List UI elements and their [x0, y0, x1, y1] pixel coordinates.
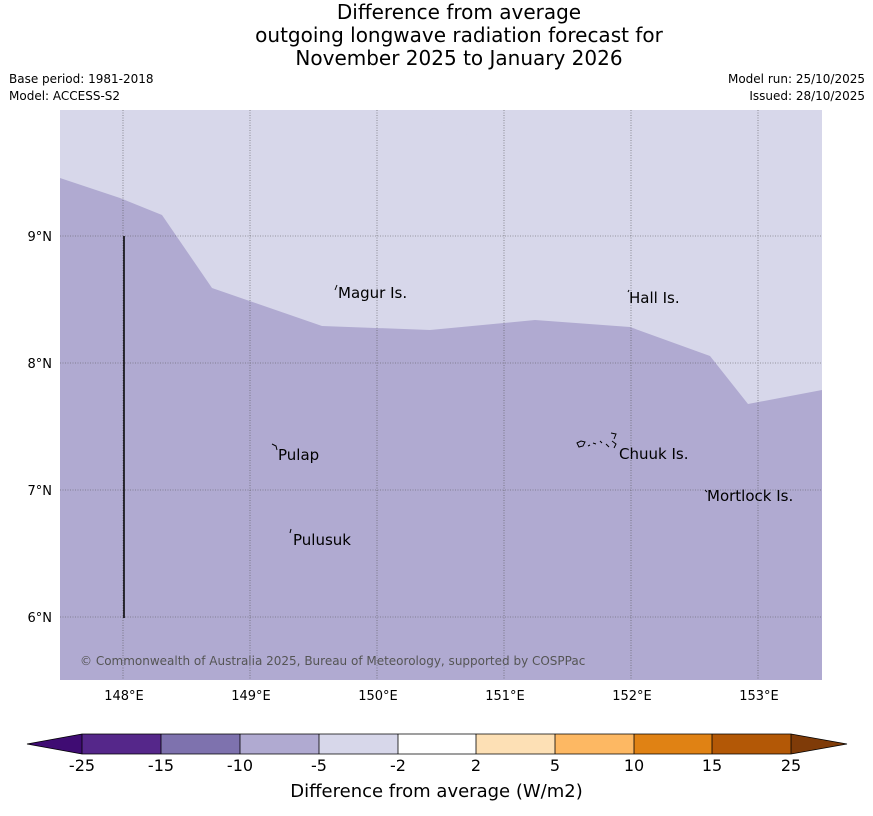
colorbar-segment-8	[634, 734, 712, 754]
colorbar-tick-5: -2	[390, 756, 406, 775]
region-minus10-to-minus5	[60, 178, 822, 680]
lon-tick-153e: 153°E	[739, 689, 779, 704]
colorbar-extend-low	[27, 734, 82, 754]
lon-tick-151e: 151°E	[485, 689, 525, 704]
place-labels: Magur Is. Hall Is. Pulap Chuuk Is. Mortl…	[278, 284, 793, 549]
label-magur: Magur Is.	[338, 284, 407, 302]
colorbar-tick-6: 2	[470, 756, 482, 775]
island-pulusuk	[289, 528, 292, 534]
lat-tick-labels: 9°N 8°N 7°N 6°N	[28, 230, 53, 626]
model-run-text: Model run: 25/10/2025	[727, 72, 865, 86]
colorbar-segment-3	[240, 734, 319, 754]
islands	[271, 284, 708, 534]
island-mortlock	[704, 489, 708, 493]
title-line-3: November 2025 to January 2026	[295, 46, 623, 70]
label-hall: Hall Is.	[629, 289, 680, 307]
colorbar-title: Difference from average (W/m2)	[290, 781, 583, 802]
label-pulap: Pulap	[278, 446, 319, 464]
colorbar-extend-high	[791, 734, 847, 754]
lon-tick-labels: 148°E 149°E 150°E 151°E 152°E 153°E	[104, 689, 779, 704]
colorbar-tick-4: -5	[311, 756, 327, 775]
lon-tick-148e: 148°E	[104, 689, 144, 704]
label-mortlock: Mortlock Is.	[707, 487, 793, 505]
colorbar-tick-3: -10	[226, 756, 254, 775]
colorbar-tick-9: 15	[701, 756, 723, 775]
colorbar-segment-7	[555, 734, 634, 754]
lat-tick-8n: 8°N	[28, 357, 53, 372]
colorbar-segment-9	[712, 734, 791, 754]
issued-text: Issued: 28/10/2025	[749, 89, 865, 103]
colorbar-tick-7: 5	[549, 756, 561, 775]
lat-tick-6n: 6°N	[28, 611, 53, 626]
label-pulusuk: Pulusuk	[293, 531, 351, 549]
lon-tick-152e: 152°E	[612, 689, 652, 704]
colorbar-tick-2: -15	[147, 756, 175, 775]
colorbar-segment-6	[476, 734, 555, 754]
colorbar-segment-2	[161, 734, 240, 754]
lon-tick-150e: 150°E	[358, 689, 398, 704]
colorbar-segment-1	[82, 734, 161, 754]
region-top-band	[415, 110, 822, 158]
colorbar-tick-1: -25	[68, 756, 96, 775]
lon-tick-149e: 149°E	[231, 689, 271, 704]
copyright-text: © Commonwealth of Australia 2025, Bureau…	[80, 654, 585, 668]
title-line-1: Difference from average	[336, 0, 582, 24]
gridlines	[60, 110, 822, 680]
island-chuuk	[576, 432, 617, 449]
colorbar-segment-4	[319, 734, 398, 754]
lat-tick-7n: 7°N	[28, 484, 53, 499]
model-text: Model: ACCESS-S2	[9, 89, 121, 103]
title-line-2: outgoing longwave radiation forecast for	[255, 23, 663, 47]
base-period-text: Base period: 1981-2018	[9, 72, 154, 86]
colorbar-segment-5	[398, 734, 476, 754]
island-magur	[334, 284, 338, 291]
colorbar	[26, 733, 848, 755]
island-pulap	[271, 443, 278, 451]
label-chuuk: Chuuk Is.	[619, 445, 688, 463]
colorbar-tick-8: 10	[623, 756, 645, 775]
island-hall	[627, 289, 630, 293]
colorbar-dividers	[81, 734, 792, 754]
lat-tick-9n: 9°N	[28, 230, 53, 245]
colorbar-tick-10: 25	[780, 756, 802, 775]
